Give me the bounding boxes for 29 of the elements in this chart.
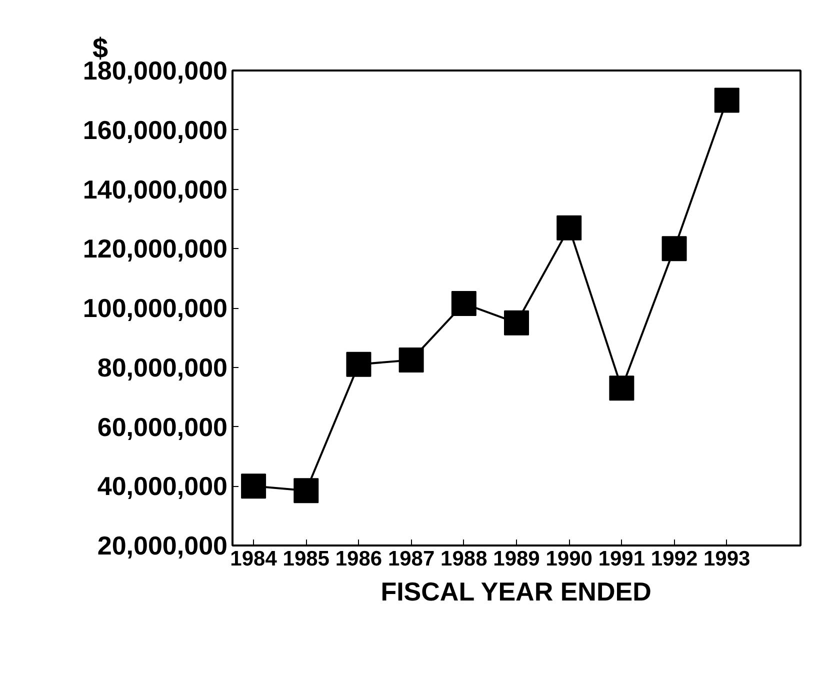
point [294,478,319,504]
point [714,88,740,113]
point [609,376,634,401]
point [662,236,687,262]
x-tick-label: 1993 [704,548,750,570]
y-tick-label: 40,000,000 [97,471,228,502]
point [398,347,424,372]
x-axis-title: FISCAL YEAR ENDED [380,576,652,606]
x-tick-label: 1989 [493,548,540,570]
x-tick-label: 1990 [546,548,592,570]
x-tick-label: 1987 [388,548,435,570]
y-tick-label: 80,000,000 [97,352,228,382]
x-tick-label: 1986 [335,548,382,570]
x-tick-label: 1991 [598,548,646,570]
point [504,310,529,336]
x-tick-label: 1984 [230,548,278,570]
y-tick-label: 120,000,000 [82,234,228,264]
point [241,474,266,499]
x-tick-label: 1992 [650,548,698,570]
point [346,352,372,377]
point [451,291,476,316]
y-tick-label: 140,000,000 [82,174,228,204]
y-tick-label: 60,000,000 [97,412,228,442]
y-tick-label: 100,000,000 [82,293,228,323]
point [556,215,582,240]
x-tick-label: 1985 [282,548,330,570]
y-tick-label: 20,000,000 [97,530,228,560]
x-tick-label: 1988 [440,548,488,570]
y-tick-label: 160,000,000 [82,114,228,145]
